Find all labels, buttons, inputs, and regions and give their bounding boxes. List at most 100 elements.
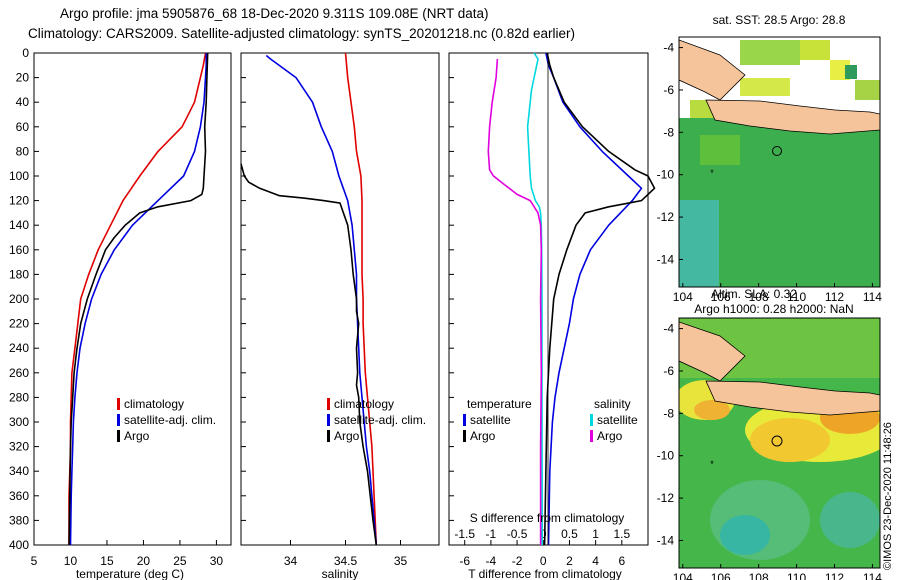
sst-patch [740, 78, 790, 96]
depth-tick-label: 200 [9, 292, 29, 306]
x-tick-label: 30 [210, 554, 224, 568]
x-tick-label: 10 [64, 554, 78, 568]
legend-label-climatology: climatology [334, 397, 394, 411]
s-diff-tick-label: 0.5 [561, 527, 578, 541]
series-line-satellite-adj-clim- [265, 54, 378, 546]
legend-label-t-argo: Argo [470, 429, 496, 443]
legend-label-satellite: satellite-adj. clim. [124, 413, 216, 427]
s-diff-tick-label: -1 [486, 527, 497, 541]
legend-title-temperature: temperature [467, 397, 532, 411]
sst-map: * [679, 37, 880, 287]
sla-map-subtitle: Argo h1000: 0.28 h2000: NaN [694, 302, 853, 316]
sst-map-axes: 104 106 108 110 112 114 -4 -6 -8 -10 -12 -14 [657, 41, 883, 304]
x-tick-label: -2 [512, 554, 523, 568]
depth-tick-label: 120 [9, 194, 29, 208]
depth-tick-label: 160 [9, 243, 29, 257]
depth-tick-label: 40 [16, 95, 30, 109]
depth-tick-label: 300 [9, 415, 29, 429]
map-x-tick-label: 112 [825, 290, 844, 304]
sla-high-region [750, 418, 830, 462]
legend-label-satellite: satellite-adj. clim. [334, 413, 426, 427]
x-tick-label: 2 [566, 554, 573, 568]
legend-label-s-argo: Argo [597, 429, 623, 443]
x-tick-label: -6 [459, 554, 470, 568]
figure-title-line2: Climatology: CARS2009. Satellite-adjuste… [28, 26, 576, 41]
legend-swatch-s-satellite [590, 414, 593, 426]
x-tick-label: -4 [486, 554, 497, 568]
depth-tick-label: 180 [9, 267, 29, 281]
legend-swatch-argo [117, 430, 120, 442]
salinity-difference-x-axis: -1.5 -1 -0.5 0 0.5 1 1.5 [454, 527, 630, 541]
series-line-argo-t [543, 52, 656, 546]
series-line-argo [240, 163, 378, 546]
legend-title-salinity: salinity [594, 397, 631, 411]
sst-cool-patch [679, 200, 719, 287]
map-x-tick-label: 114 [863, 571, 882, 580]
x-tick-label: 35 [394, 554, 408, 568]
map-y-tick-label: -12 [657, 210, 675, 224]
x-tick-label: 5 [31, 554, 38, 568]
legend-swatch-climatology [117, 398, 120, 410]
x-tick-label: 15 [100, 554, 114, 568]
legend-label-argo: Argo [124, 429, 150, 443]
map-y-tick-label: -8 [663, 125, 674, 139]
depth-tick-label: 320 [9, 440, 29, 454]
series-line-satellite-adj-clim- [69, 53, 207, 546]
legend-swatch-climatology [327, 398, 330, 410]
map-y-tick-label: -12 [657, 491, 675, 505]
series-line-climatology [344, 52, 378, 546]
s-diff-tick-label: 1.5 [613, 527, 630, 541]
legend-label-t-satellite: satellite [470, 413, 511, 427]
map-x-tick-label: 104 [673, 290, 693, 304]
s-diff-tick-label: 1 [592, 527, 599, 541]
difference-xlabel: T difference from climatology [468, 567, 622, 580]
temperature-panel-frame [33, 52, 232, 546]
legend-swatch-argo [327, 430, 330, 442]
difference-xlabel-top: S difference from climatology [470, 511, 625, 525]
legend-swatch-satellite [327, 414, 330, 426]
temperature-x-axis: 5 10 15 20 25 30 [31, 540, 224, 568]
depth-tick-label: 60 [16, 120, 30, 134]
map-y-tick-label: -10 [657, 449, 675, 463]
sst-patch [740, 40, 800, 65]
sst-map-frame [678, 36, 881, 288]
salinity-x-axis: 34 34.5 35 [284, 540, 408, 568]
s-diff-tick-label: -1.5 [454, 527, 475, 541]
depth-tick-label: 0 [22, 46, 29, 60]
difference-legend: temperature satellite Argo salinity sate… [463, 397, 638, 443]
depth-tick-label: 100 [9, 169, 29, 183]
series-line-argo-s [487, 59, 543, 545]
depth-tick-label: 20 [16, 71, 30, 85]
depth-tick-label: 240 [9, 341, 29, 355]
series-line-climatology [68, 52, 207, 545]
map-x-tick-label: 104 [673, 571, 693, 580]
sla-low-region [820, 492, 880, 548]
map-x-tick-label: 108 [749, 571, 769, 580]
temperature-xlabel: temperature (deg C) [76, 567, 184, 580]
legend-swatch-satellite [117, 414, 120, 426]
depth-tick-label: 400 [9, 538, 29, 552]
legend-swatch-t-argo [463, 430, 466, 442]
argo-location-marker [772, 146, 782, 156]
difference-x-axis: -6 -4 -2 0 2 4 6 [459, 540, 625, 568]
sla-map-frame [678, 317, 881, 569]
depth-axis: 0 20 40 60 80 100 120 140 160 180 200 220 240 260 280 3… [9, 46, 454, 552]
salinity-series [240, 52, 378, 546]
map-x-tick-label: 106 [711, 290, 731, 304]
map-y-tick-label: -4 [663, 41, 674, 55]
map-x-tick-label: 106 [711, 571, 731, 580]
figure-title-line1: Argo profile: jma 5905876_68 18-Dec-2020… [60, 6, 489, 21]
float-marker: * [710, 459, 714, 469]
map-x-tick-label: 108 [749, 290, 769, 304]
depth-tick-label: 280 [9, 390, 29, 404]
sst-patch [845, 65, 857, 79]
legend-swatch-s-argo [590, 430, 593, 442]
salinity-legend: climatology satellite-adj. clim. Argo [327, 397, 426, 443]
legend-label-argo: Argo [334, 429, 360, 443]
map-x-tick-label: 114 [863, 290, 882, 304]
java-land [705, 380, 880, 416]
salinity-xlabel: salinity [322, 567, 359, 580]
sla-map-axes: 104 106 108 110 112 114 -4 -6 -8 -10 -12 -14 [657, 322, 883, 580]
map-x-tick-label: 112 [825, 571, 844, 580]
